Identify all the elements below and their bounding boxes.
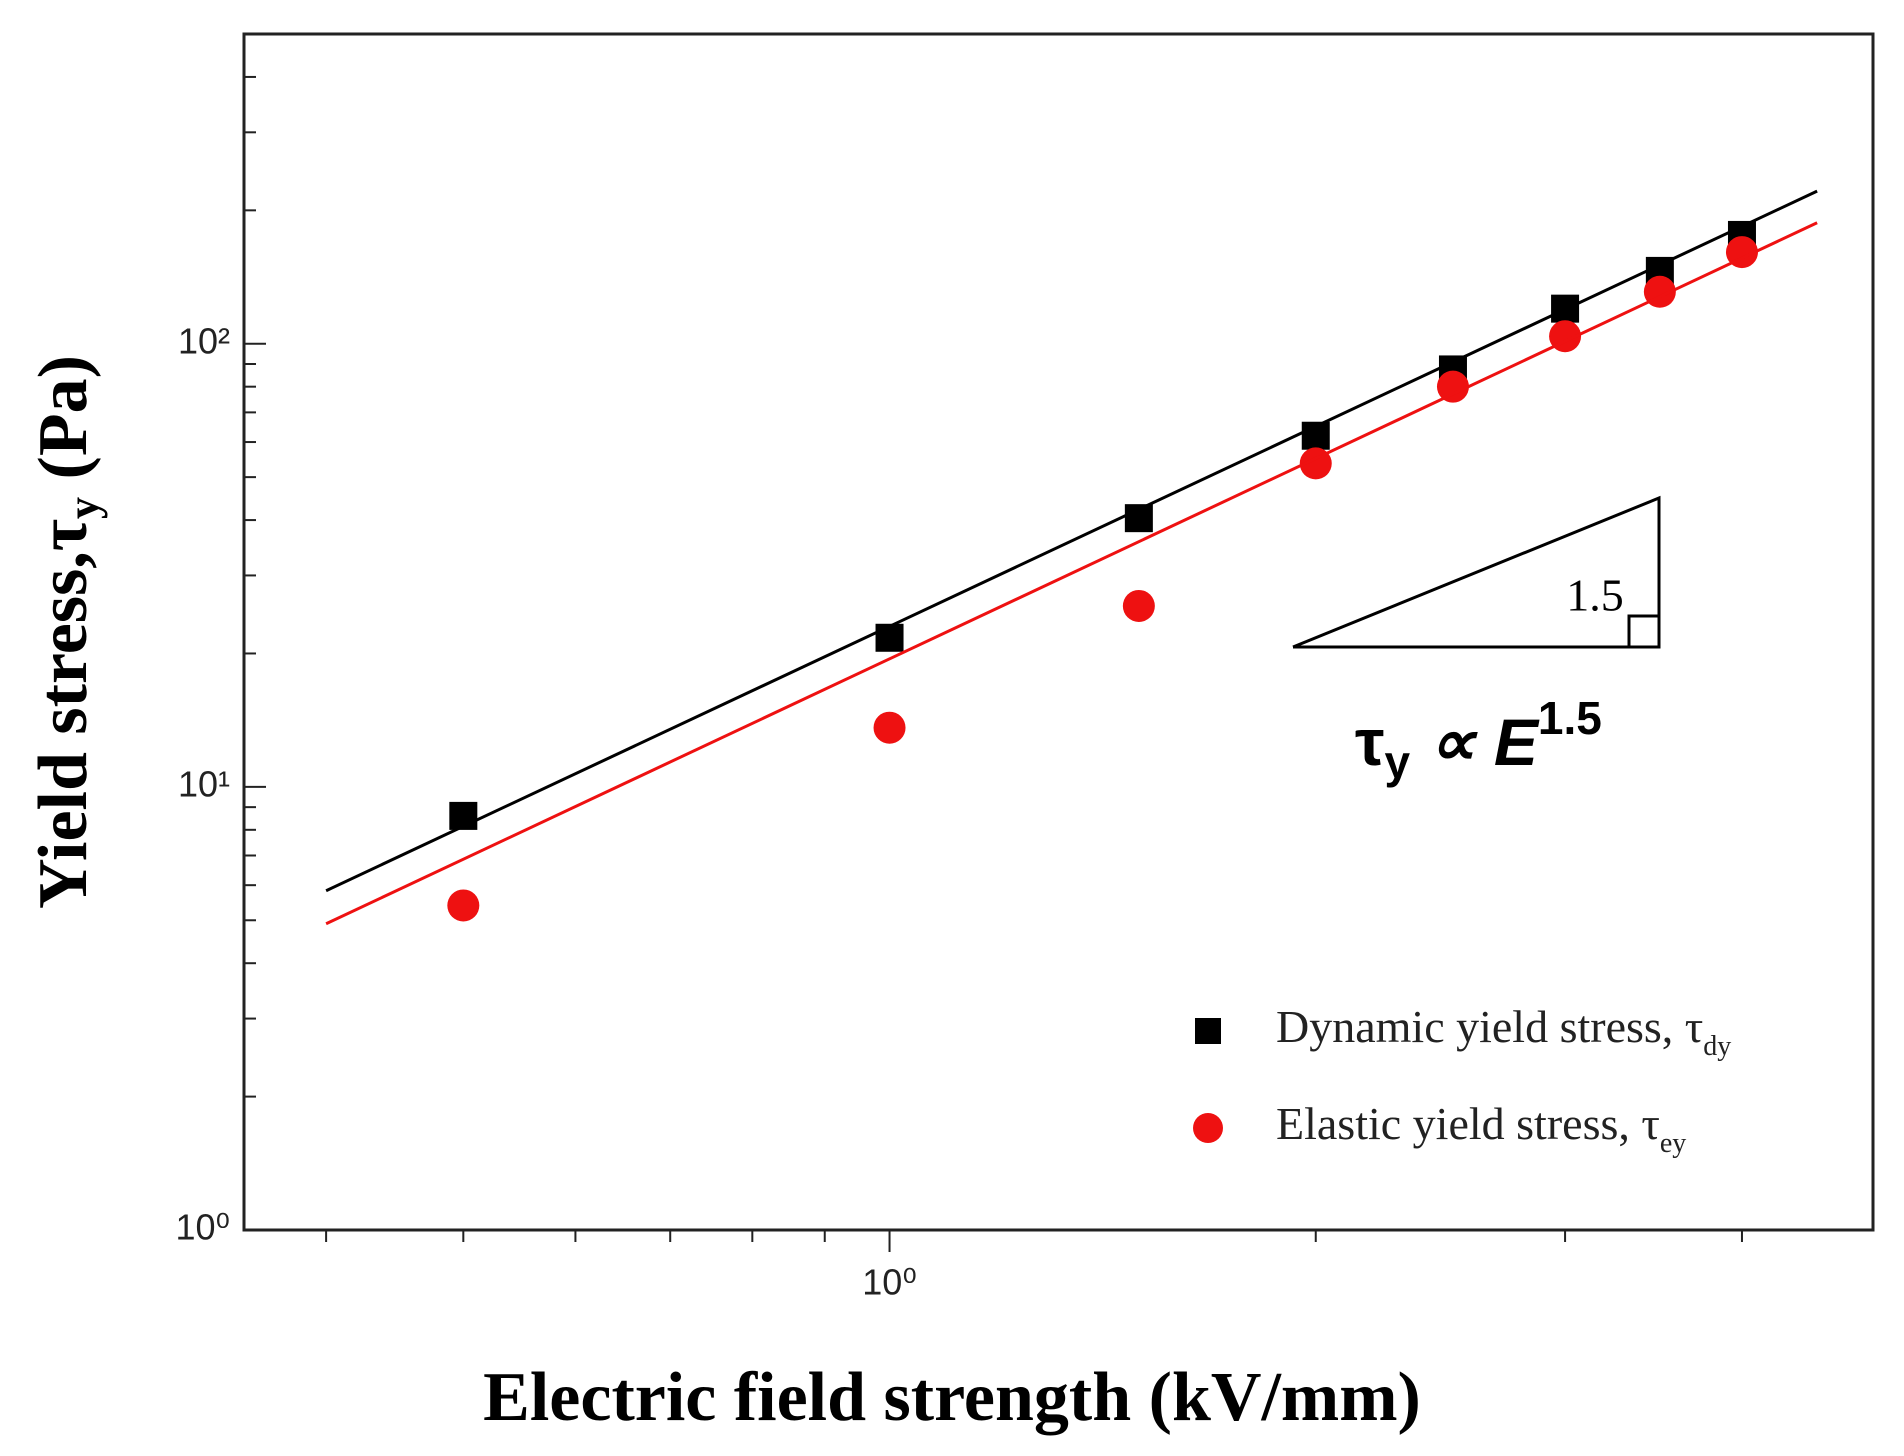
circle-point <box>447 889 480 922</box>
legend-label: Dynamic yield stress, τdy <box>1276 1001 1731 1063</box>
legend-marker <box>1193 1113 1223 1143</box>
law-base: τ <box>1355 705 1384 779</box>
circle-point <box>1436 370 1469 403</box>
slope-triangle <box>1292 495 1661 649</box>
circle-point <box>1122 589 1155 622</box>
legend-sub: ey <box>1660 1128 1686 1159</box>
y-label-main: Yield stress,τ <box>25 519 102 909</box>
law-sup: 1.5 <box>1538 692 1602 744</box>
y-label-sub: y <box>59 497 108 519</box>
square-point <box>875 623 904 652</box>
legend-name: Dynamic yield stress, τ <box>1276 1001 1703 1052</box>
legend-sub: dy <box>1703 1031 1731 1062</box>
fit-line <box>325 221 1818 926</box>
y-tick-label: 10⁰ <box>176 1207 230 1248</box>
y-label-end: (Pa) <box>25 355 102 497</box>
plot-frame <box>242 32 1875 1232</box>
legend-label: Elastic yield stress, τey <box>1276 1098 1686 1160</box>
y-axis-label: Yield stress,τy (Pa) <box>25 355 108 909</box>
power-law: τy ∝ E1.5 <box>1355 692 1602 788</box>
fit-line <box>325 189 1818 893</box>
legend-marker <box>1195 1018 1221 1044</box>
circle-point <box>873 711 906 744</box>
law-sub: y <box>1384 736 1410 788</box>
circle-point <box>1725 236 1758 269</box>
right-angle <box>1627 614 1661 649</box>
y-tick-label: 10¹ <box>178 763 230 804</box>
x-axis-label: Electric field strength (kV/mm) <box>483 1359 1421 1436</box>
law-mid: ∝ E <box>1410 705 1540 779</box>
slope-label: 1.5 <box>1566 570 1624 621</box>
legend-name: Elastic yield stress, τ <box>1276 1098 1660 1149</box>
y-tick-label: 10² <box>178 320 230 361</box>
x-tick-label: 10⁰ <box>862 1262 916 1303</box>
